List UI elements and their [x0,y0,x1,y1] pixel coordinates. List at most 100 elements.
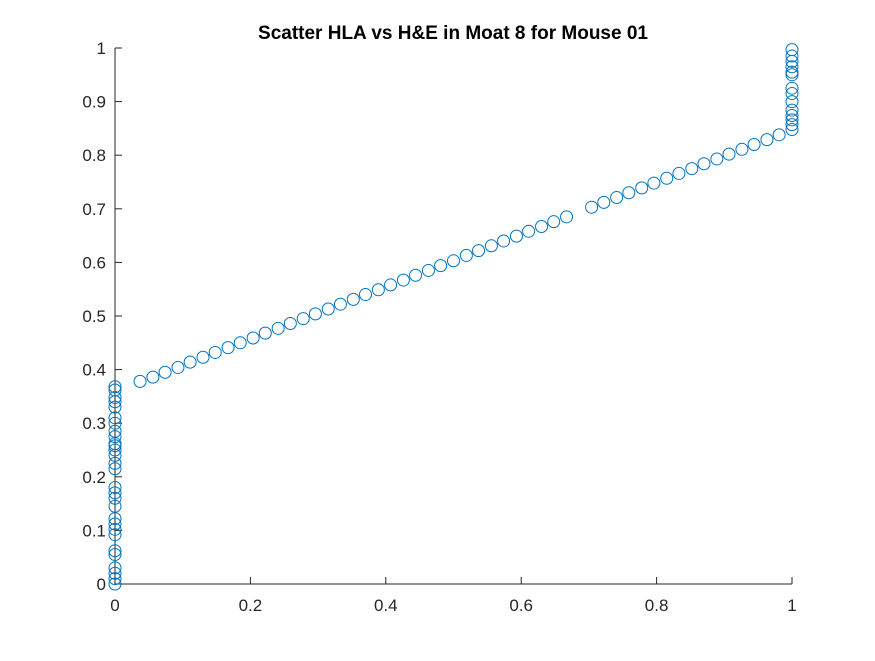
data-point [710,152,724,166]
data-point [108,566,122,580]
data-point [308,307,322,321]
data-point [697,157,711,171]
data-point [747,137,761,151]
y-tick-label: 1 [97,39,106,58]
data-point [321,302,335,316]
data-point [785,65,799,79]
data-point [785,68,799,82]
data-point [785,103,799,117]
data-point [785,87,799,101]
data-point [635,181,649,195]
data-point [685,162,699,176]
data-point [333,297,347,311]
data-point [108,443,122,457]
data-point [660,171,674,185]
data-point [108,548,122,562]
data-point [108,561,122,575]
y-tick-label: 0.2 [82,468,106,487]
x-tick-label: 0.6 [509,596,533,615]
y-tick-label: 0 [97,575,106,594]
data-point [785,118,799,132]
x-tick-label: 1 [787,596,796,615]
data-point [384,278,398,292]
data-point [785,122,799,136]
data-point [108,544,122,558]
data-point [108,572,122,586]
data-point [108,481,122,495]
data-point [472,244,486,258]
data-point [108,517,122,531]
y-tick-label: 0.9 [82,93,106,112]
data-point [108,380,122,394]
data-point [409,268,423,282]
y-tick-label: 0.1 [82,521,106,540]
data-point [346,292,360,306]
y-tick-label: 0.3 [82,414,106,433]
data-point [271,321,285,335]
data-point [371,283,385,297]
data-point [484,239,498,253]
data-point [296,312,310,326]
data-point [785,43,799,57]
x-tick-label: 0.8 [645,596,669,615]
data-point [547,215,561,229]
data-point [785,109,799,123]
data-point [108,411,122,425]
x-tick-label: 0 [110,596,119,615]
data-point [158,365,172,379]
data-point [396,273,410,287]
data-point [785,60,799,74]
x-tick-label: 0.4 [374,596,398,615]
data-point [108,439,122,453]
data-point [108,424,122,438]
data-point [108,462,122,476]
data-point [421,263,435,277]
data-point [108,456,122,470]
data-point [447,254,460,268]
data-point [171,360,185,374]
data-point [108,522,122,536]
data-point [497,234,511,248]
axes: 0 0.2 0.4 0.6 0.8 1 0 0.1 0.2 0.3 0.4 0.5 0.6 0.7 0.8 0… [82,39,796,615]
chart-title: Scatter HLA vs H&E in Moat 8 for Mouse 0… [258,23,648,44]
y-tick-label: 0.8 [82,146,106,165]
data-point [585,200,599,214]
data-point [522,224,536,238]
data-point [597,195,611,209]
data-point [672,166,686,180]
data-point [760,133,774,147]
data-point [108,383,122,397]
data-point [509,229,523,243]
y-tick-label: 0.7 [82,200,106,219]
data-point [146,370,160,384]
data-point [459,248,473,262]
x-tick-label: 0.2 [239,596,263,615]
data-point [434,259,448,273]
data-point [108,390,122,404]
data-point [221,341,235,355]
data-point [196,350,210,364]
data-point [108,486,122,500]
data-points [108,43,799,591]
data-point [208,345,222,359]
data-point [785,49,799,63]
data-point [108,577,122,591]
data-point [535,219,549,233]
data-point [233,336,247,350]
data-point [735,142,749,156]
y-tick-label: 0.5 [82,307,106,326]
data-point [108,430,122,444]
data-point [722,147,736,161]
data-point [785,81,799,95]
data-point [108,499,122,513]
data-point [785,113,799,127]
data-point [772,128,786,142]
data-point [785,54,799,68]
data-point [610,191,624,205]
data-point [283,317,297,331]
data-point [358,288,372,302]
data-point [560,210,574,224]
data-point [108,491,122,505]
data-point [108,416,122,430]
